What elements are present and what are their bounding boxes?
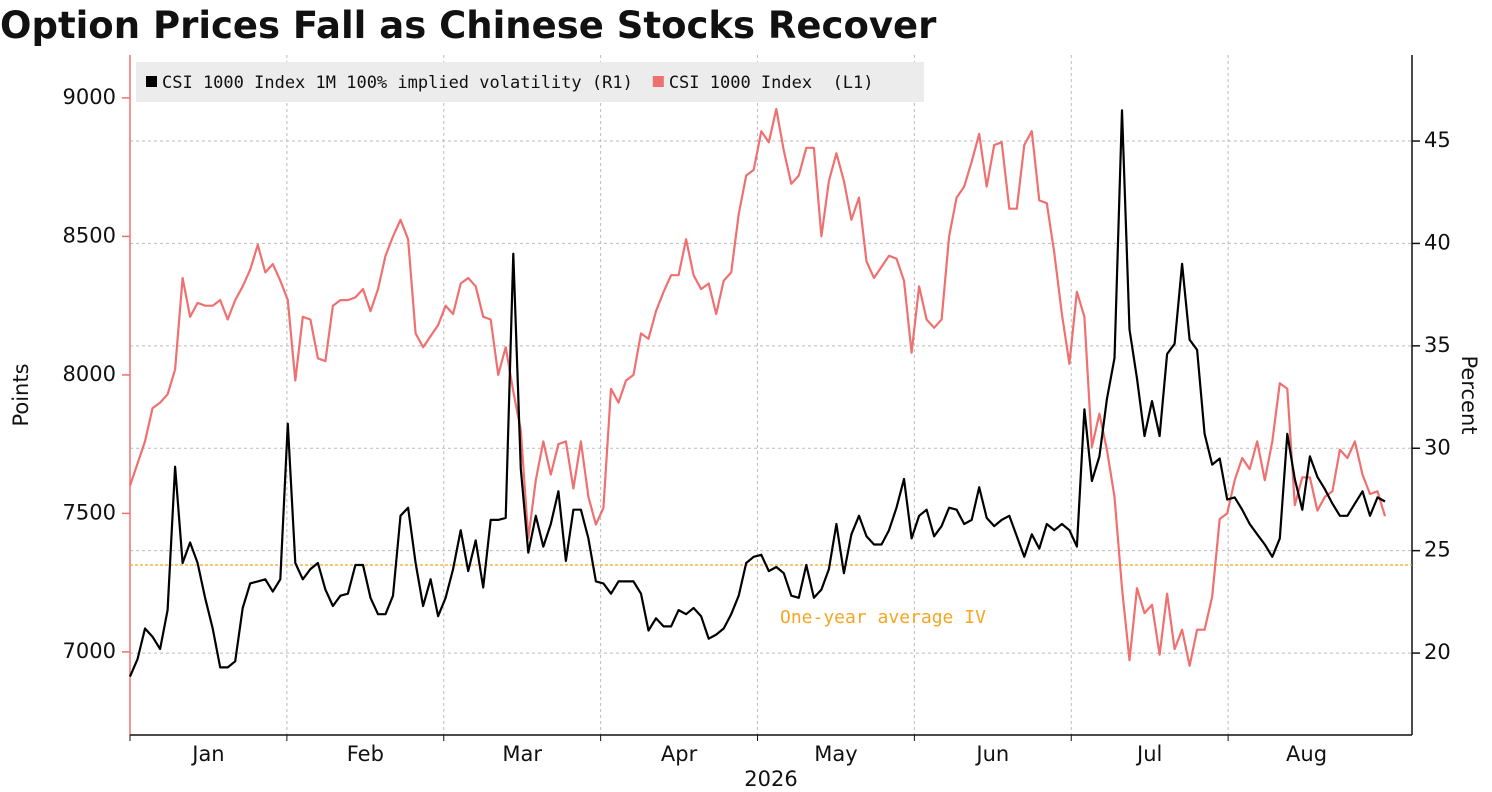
x-tick-label: Feb	[347, 742, 384, 766]
chart-title: Option Prices Fall as Chinese Stocks Rec…	[0, 4, 937, 47]
y-tick-label: 7500	[63, 500, 116, 524]
x-tick-label: Aug	[1286, 742, 1327, 766]
y-tick-label: 8500	[63, 223, 116, 247]
y-tick-label: 8000	[63, 362, 116, 386]
y2-axis-label: Percent	[1457, 355, 1481, 434]
legend-swatch	[652, 76, 664, 87]
y2-tick-label: 30	[1424, 435, 1451, 459]
series-line	[128, 109, 1386, 678]
y2-tick-label: 25	[1424, 538, 1451, 562]
legend-label: CSI 1000 Index (L1)	[669, 73, 874, 93]
legend-box	[136, 62, 924, 102]
legend-label: CSI 1000 Index 1M 100% implied volatilit…	[162, 73, 633, 93]
x-tick-label: Apr	[661, 742, 698, 766]
y2-tick-label: 35	[1424, 333, 1451, 357]
legend-swatch	[146, 76, 157, 87]
y2-tick-label: 45	[1424, 128, 1451, 152]
x-axis-label: 2026	[744, 767, 797, 791]
y2-tick-label: 40	[1424, 230, 1451, 254]
y-tick-label: 9000	[63, 85, 116, 109]
y-tick-label: 7000	[63, 639, 116, 663]
reference-label: One-year average IV	[780, 607, 986, 628]
x-tick-label: May	[814, 742, 857, 766]
y-axis-label: Points	[9, 363, 33, 426]
x-tick-label: Jan	[190, 742, 224, 766]
x-tick-label: Mar	[502, 742, 542, 766]
x-tick-label: Jun	[974, 742, 1009, 766]
series-line	[128, 107, 1387, 667]
x-tick-label: Jul	[1135, 742, 1162, 766]
y2-tick-label: 20	[1424, 640, 1451, 664]
